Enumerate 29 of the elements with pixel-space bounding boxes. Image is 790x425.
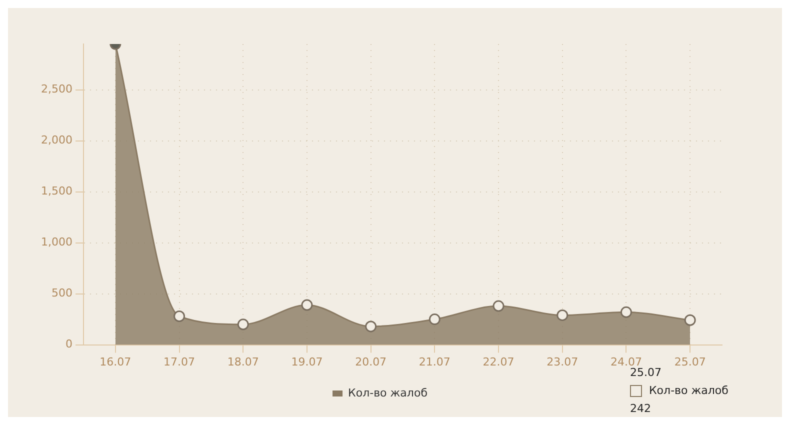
y-tick-label: 1,000 (40, 236, 72, 249)
point (365, 320, 377, 332)
point (237, 318, 249, 330)
point (301, 299, 313, 311)
legend-label: Кол-во жалоб (348, 386, 428, 400)
x-tick-label: 19.07 (291, 355, 323, 368)
x-tick-label: 21.07 (418, 355, 450, 368)
y-tick-label: 1,500 (40, 184, 72, 198)
y-tick-label: 0 (65, 338, 72, 351)
point (428, 314, 440, 326)
text: 242 (630, 401, 651, 417)
point (174, 310, 186, 322)
x-tick-label: 24.07 (610, 355, 642, 368)
y-tick-label: 2,500 (40, 82, 72, 96)
x-tick-label: 23.07 (546, 355, 578, 368)
x-tick-label: 17.07 (164, 355, 196, 368)
x-tick-label: 22.07 (482, 355, 514, 368)
point (556, 309, 568, 321)
point (620, 306, 632, 318)
y-tick-label: 2,000 (40, 134, 72, 147)
point (492, 300, 504, 312)
x-tick-label: 18.07 (227, 355, 259, 368)
x-tick-label: 25.07 (674, 355, 706, 368)
x-tick-label: 16.07 (100, 355, 132, 368)
x-tick-label: 20.07 (355, 355, 387, 368)
point (684, 314, 696, 326)
text: Кол-во жалоб (649, 383, 728, 399)
text: 25.07 (630, 366, 662, 381)
y-tick-label: 500 (51, 286, 72, 300)
